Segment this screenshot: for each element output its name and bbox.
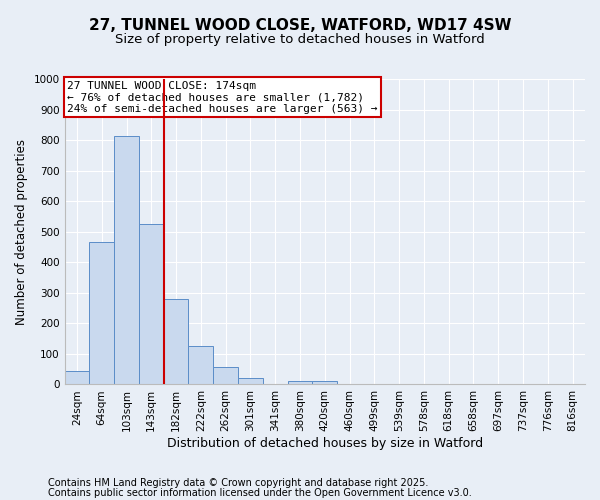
Bar (114, 136, 139, 384)
Bar (238, 378, 263, 384)
Bar (139, 224, 164, 384)
Bar (213, 367, 238, 384)
Text: 27 TUNNEL WOOD CLOSE: 174sqm
← 76% of detached houses are smaller (1,782)
24% of: 27 TUNNEL WOOD CLOSE: 174sqm ← 76% of de… (67, 80, 377, 114)
Y-axis label: Number of detached properties: Number of detached properties (15, 138, 28, 324)
Text: Contains public sector information licensed under the Open Government Licence v3: Contains public sector information licen… (48, 488, 472, 498)
X-axis label: Distribution of detached houses by size in Watford: Distribution of detached houses by size … (167, 437, 483, 450)
Bar (65, 370, 89, 384)
Bar (89, 242, 114, 384)
Bar (287, 381, 313, 384)
Bar (313, 381, 337, 384)
Text: Contains HM Land Registry data © Crown copyright and database right 2025.: Contains HM Land Registry data © Crown c… (48, 478, 428, 488)
Text: 27, TUNNEL WOOD CLOSE, WATFORD, WD17 4SW: 27, TUNNEL WOOD CLOSE, WATFORD, WD17 4SW (89, 18, 511, 32)
Text: Size of property relative to detached houses in Watford: Size of property relative to detached ho… (115, 32, 485, 46)
Bar (188, 346, 213, 385)
Bar (164, 299, 188, 384)
